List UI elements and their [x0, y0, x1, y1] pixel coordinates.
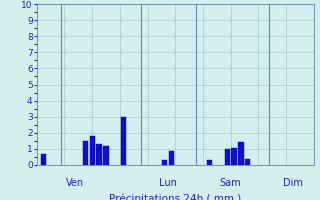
Text: Dim: Dim [283, 178, 303, 188]
Text: Ven: Ven [66, 178, 84, 188]
Bar [231, 148, 236, 165]
Bar [162, 160, 167, 165]
Bar [41, 154, 46, 165]
Bar [238, 142, 244, 165]
Bar [121, 117, 126, 165]
Bar [83, 141, 88, 165]
Bar [90, 136, 95, 165]
Bar [245, 159, 251, 165]
Text: Sam: Sam [220, 178, 241, 188]
Bar [225, 149, 230, 165]
Bar [103, 146, 108, 165]
Text: Lun: Lun [159, 178, 177, 188]
Text: Précipitations 24h ( mm ): Précipitations 24h ( mm ) [109, 194, 241, 200]
Bar [97, 144, 102, 165]
Bar [207, 160, 212, 165]
Bar [169, 151, 174, 165]
